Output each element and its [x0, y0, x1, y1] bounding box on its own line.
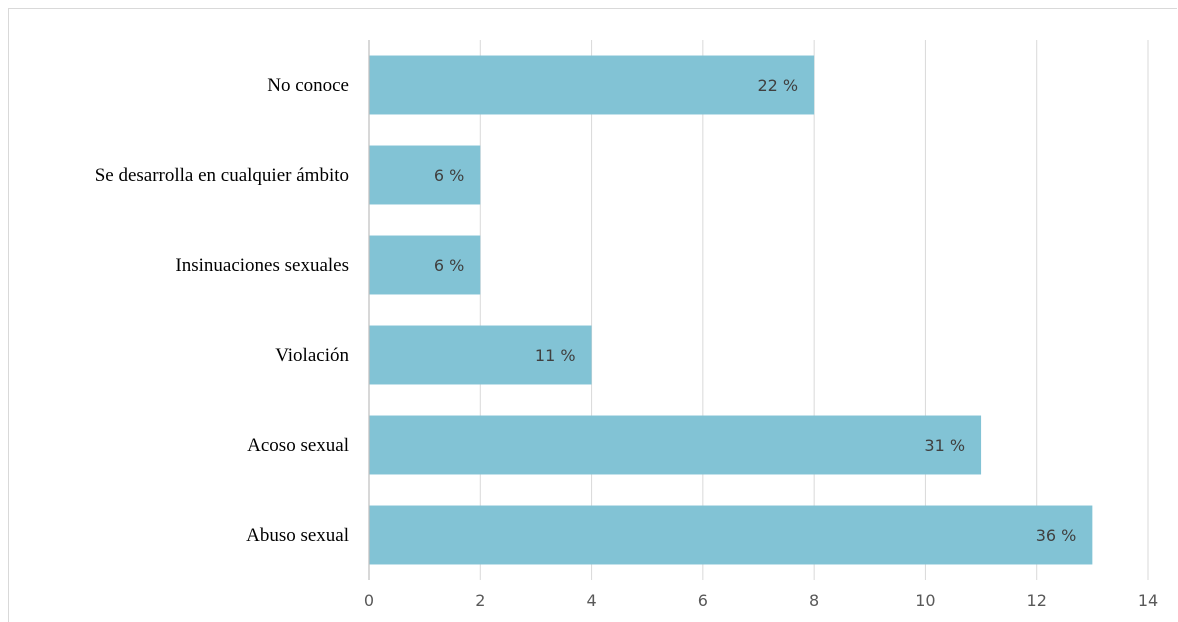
- data-label: 11 %: [535, 346, 576, 365]
- bars: [369, 55, 1093, 565]
- category-label: Violación: [275, 345, 349, 366]
- x-tick-label: 12: [1027, 591, 1047, 610]
- bar: [369, 505, 1093, 565]
- bar: [369, 325, 592, 385]
- category-label: Se desarrolla en cualquier ámbito: [95, 165, 349, 186]
- data-label: 6 %: [434, 256, 464, 275]
- category-label: Acoso sexual: [247, 435, 349, 456]
- category-label: Abuso sexual: [246, 525, 349, 546]
- x-tick-labels: 0 2 4 6 8 10 12 14: [364, 591, 1158, 610]
- data-label: 22 %: [757, 76, 798, 95]
- x-tick-label: 2: [475, 591, 485, 610]
- bar: [369, 415, 982, 475]
- x-tick-label: 14: [1138, 591, 1158, 610]
- x-tick-label: 8: [809, 591, 819, 610]
- bar: [369, 55, 815, 115]
- category-labels: No conoce Se desarrolla en cualquier ámbi…: [95, 75, 350, 546]
- x-tick-label: 10: [915, 591, 935, 610]
- bar: [369, 145, 481, 205]
- chart-frame: [8, 8, 1177, 622]
- gridlines: [479, 40, 1149, 580]
- x-tick-label: 0: [364, 591, 374, 610]
- data-label: 36 %: [1036, 526, 1077, 545]
- x-tick-label: 6: [698, 591, 708, 610]
- category-label: Insinuaciones sexuales: [175, 255, 349, 276]
- bar: [369, 235, 481, 295]
- data-label: 6 %: [434, 166, 464, 185]
- data-labels: 22 % 6 % 6 % 11 % 31 % 36 %: [434, 76, 1077, 545]
- x-tick-label: 4: [586, 591, 596, 610]
- category-label: No conoce: [267, 75, 349, 96]
- data-label: 31 %: [924, 436, 965, 455]
